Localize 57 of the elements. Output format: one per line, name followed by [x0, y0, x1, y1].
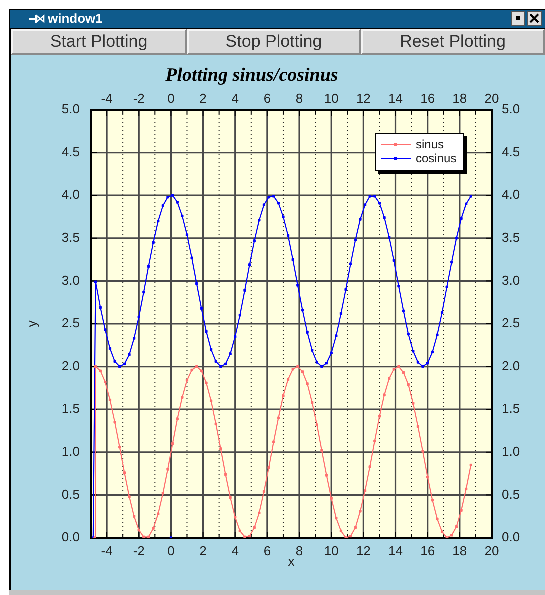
x2-tick-label: 2 — [200, 543, 207, 558]
x-tick-label: 14 — [388, 90, 403, 106]
x-tick-label: 10 — [324, 90, 339, 106]
y-tick-label: 1.5 — [62, 401, 80, 416]
y2-tick-label: 5.0 — [502, 102, 520, 117]
legend-label: sinus — [416, 137, 444, 152]
x-tick-label: 12 — [356, 90, 371, 106]
x2-tick-label: 4 — [232, 543, 239, 558]
text: Start Plotting — [50, 32, 148, 51]
y2-tick-label: 2.0 — [502, 358, 520, 374]
x2-tick-label: -2 — [133, 543, 145, 558]
x2-tick-label: 10 — [324, 543, 339, 558]
x-tick-label: 20 — [484, 90, 500, 106]
y2-tick-label: 3.5 — [502, 230, 520, 245]
x-tick-label: -2 — [133, 90, 145, 106]
y-tick-label: 2.5 — [62, 316, 80, 331]
y2-tick-label: 3.0 — [502, 272, 520, 288]
x2-tick-label: 6 — [264, 543, 272, 558]
x2-tick-label: 20 — [484, 543, 500, 558]
y-tick-label: 3.5 — [62, 230, 80, 245]
x-tick-label: -4 — [101, 90, 113, 106]
x2-tick-label: 16 — [420, 543, 436, 558]
y-tick-label: 4.5 — [62, 144, 80, 160]
y2-tick-label: 1.5 — [502, 401, 520, 416]
y-tick-label: 5.0 — [62, 102, 80, 117]
y2-tick-label: 4.0 — [502, 187, 520, 202]
y2-tick-label: 1.0 — [502, 444, 520, 459]
x-axis-title: x — [288, 554, 296, 569]
legend-label: cosinus — [416, 151, 457, 166]
x-tick-label: 6 — [264, 90, 272, 106]
y-tick-label: 3.0 — [62, 272, 80, 288]
y2-tick-label: 2.5 — [502, 316, 520, 331]
x2-tick-label: 12 — [356, 543, 371, 558]
y2-tick-label: 0.5 — [502, 486, 520, 502]
x2-tick-label: 8 — [296, 543, 304, 558]
y2-tick-label: 4.5 — [502, 144, 520, 160]
text: window1 — [48, 11, 103, 27]
chart-title: Plotting sinus/cosinus — [166, 65, 338, 86]
x-tick-label: 16 — [420, 90, 436, 106]
y-tick-label: 1.0 — [62, 444, 80, 459]
x-tick-label: 8 — [296, 90, 304, 106]
y2-tick-label: 0.0 — [502, 530, 520, 545]
x-tick-label: 2 — [200, 90, 207, 106]
x2-tick-label: 18 — [452, 543, 468, 558]
x2-tick-label: -4 — [101, 543, 113, 558]
x2-tick-label: 14 — [388, 543, 403, 558]
x-tick-label: 18 — [452, 90, 468, 106]
x2-tick-label: 0 — [168, 543, 175, 558]
x-tick-label: 0 — [168, 90, 175, 106]
text: Reset Plotting — [400, 32, 506, 51]
y-tick-label: 2.0 — [62, 358, 80, 374]
y-tick-label: 4.0 — [62, 187, 80, 202]
y-axis-title: y — [24, 320, 40, 328]
y-tick-label: 0.0 — [62, 530, 80, 545]
x-tick-label: 4 — [232, 90, 239, 106]
text: Stop Plotting — [226, 32, 322, 51]
y-tick-label: 0.5 — [62, 486, 80, 502]
